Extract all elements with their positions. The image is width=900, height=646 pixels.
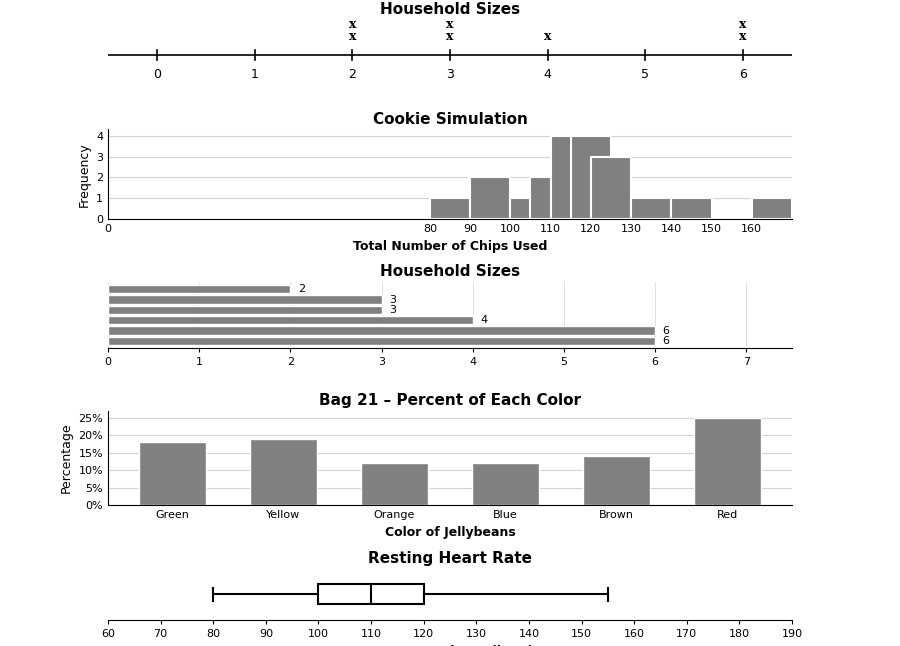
Bar [694,418,760,505]
Bar [108,316,472,324]
Text: x: x [348,30,356,43]
Text: x: x [544,30,552,43]
Text: 6: 6 [662,336,670,346]
Bar [472,463,539,505]
X-axis label: Beats per Minute (bpm): Beats per Minute (bpm) [366,645,534,646]
Title: Cookie Simulation: Cookie Simulation [373,112,527,127]
Title: Household Sizes: Household Sizes [380,2,520,17]
Bar [250,439,317,505]
Y-axis label: Frequency: Frequency [77,142,91,207]
X-axis label: Total Number of Chips Used: Total Number of Chips Used [353,240,547,253]
Text: x: x [740,18,747,31]
Text: 2: 2 [298,284,305,294]
Bar [361,463,428,505]
Bar [108,326,655,335]
Y-axis label: Percentage: Percentage [59,423,73,494]
Bar [108,295,382,304]
Bar [108,306,382,314]
Text: 3: 3 [389,305,396,315]
Bar [140,443,206,505]
X-axis label: Color of Jellybeans: Color of Jellybeans [384,526,516,539]
FancyBboxPatch shape [671,198,712,219]
FancyBboxPatch shape [470,178,510,219]
FancyBboxPatch shape [319,585,424,604]
Text: x: x [446,30,454,43]
FancyBboxPatch shape [551,136,590,219]
Bar [108,337,655,345]
Text: 4: 4 [480,315,487,325]
Title: Household Sizes: Household Sizes [380,264,520,280]
Title: Resting Heart Rate: Resting Heart Rate [368,550,532,566]
Bar [108,285,291,293]
FancyBboxPatch shape [571,136,611,219]
FancyBboxPatch shape [752,198,792,219]
Text: x: x [740,30,747,43]
FancyBboxPatch shape [530,178,571,219]
Text: 3: 3 [389,295,396,304]
Text: 6: 6 [662,326,670,335]
FancyBboxPatch shape [430,198,470,219]
Text: x: x [446,18,454,31]
Bar [583,457,650,505]
FancyBboxPatch shape [510,198,551,219]
Title: Bag 21 – Percent of Each Color: Bag 21 – Percent of Each Color [319,393,581,408]
FancyBboxPatch shape [631,198,671,219]
Text: x: x [348,18,356,31]
FancyBboxPatch shape [590,156,631,219]
